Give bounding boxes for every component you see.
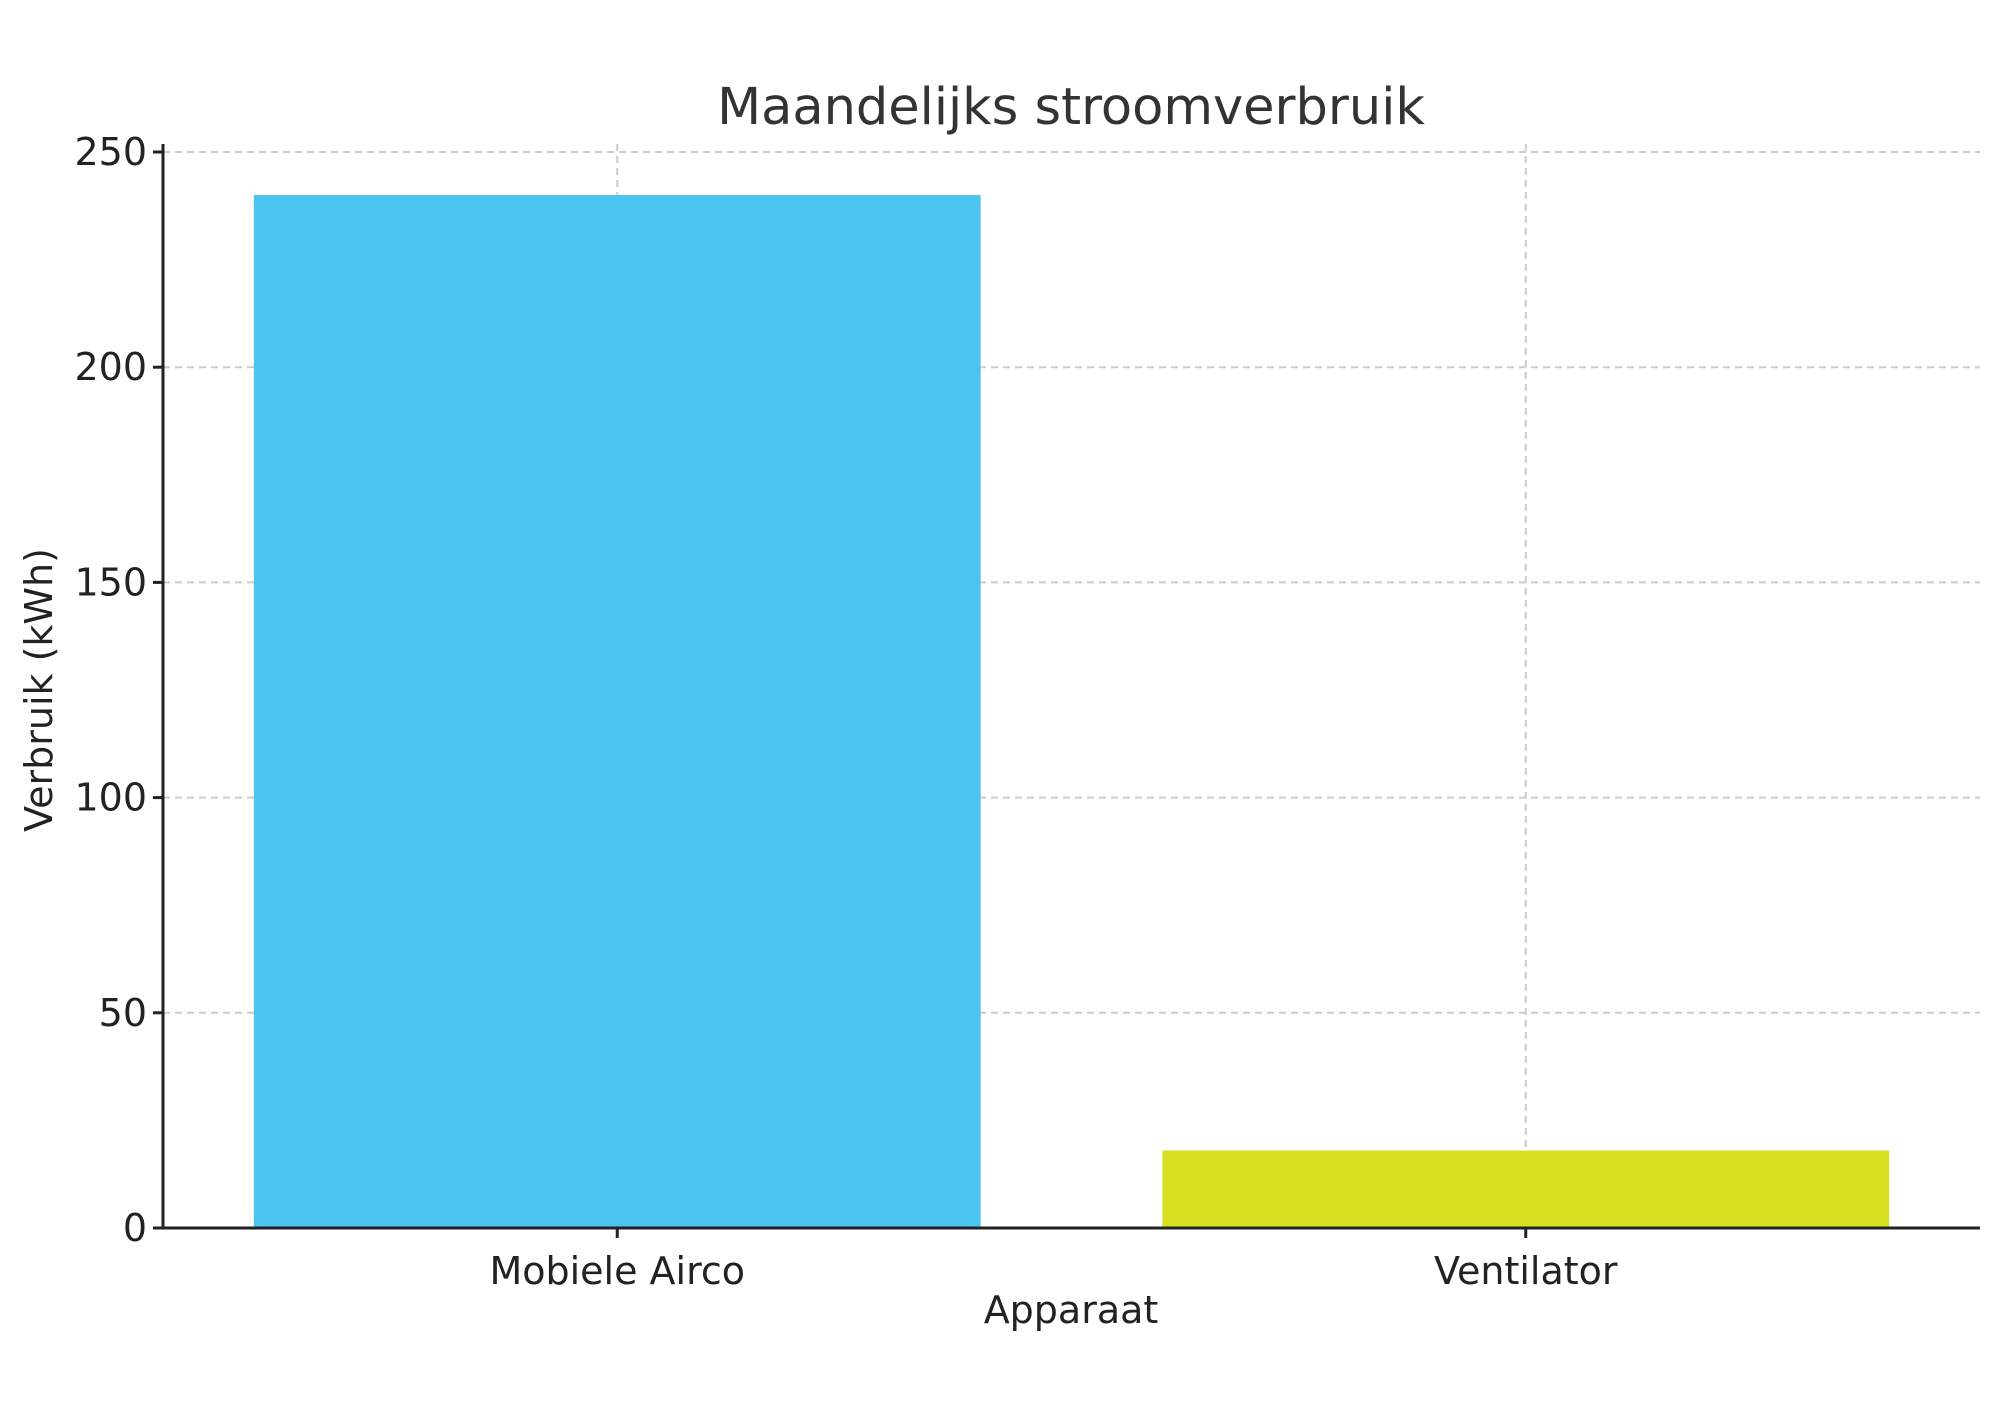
ticks: 0 50 100 150 200 250 Mobiele Airco Ventilator xyxy=(74,130,1617,1293)
chart-title: Maandelijks stroomverbruik xyxy=(717,78,1425,137)
bar-ventilator xyxy=(1162,1150,1890,1228)
bars xyxy=(253,195,1890,1228)
y-tick-label: 250 xyxy=(74,130,147,174)
axes xyxy=(161,144,1980,1230)
x-tick-label: Ventilator xyxy=(1434,1249,1618,1293)
x-tick-label: Mobiele Airco xyxy=(489,1249,745,1293)
y-tick-label: 0 xyxy=(123,1206,147,1250)
x-axis-label: Apparaat xyxy=(984,1288,1159,1332)
bar-mobiele-airco xyxy=(253,195,981,1228)
y-tick-label: 100 xyxy=(74,776,147,820)
y-tick-label: 50 xyxy=(99,991,147,1035)
y-axis-label: Verbruik (kWh) xyxy=(17,548,61,832)
y-tick-label: 200 xyxy=(74,345,147,389)
y-tick-label: 150 xyxy=(74,560,147,604)
